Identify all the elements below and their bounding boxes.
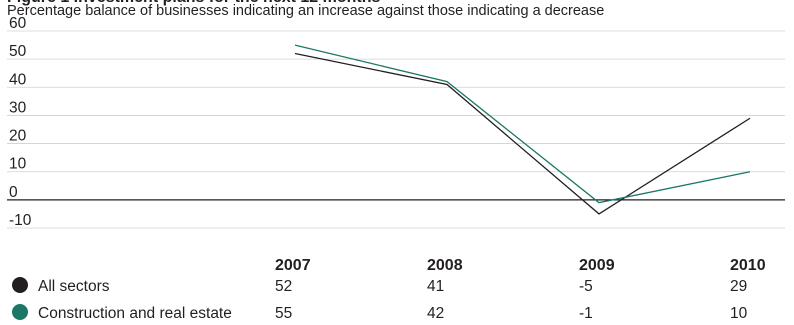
y-tick-label: 0 [9, 184, 18, 201]
series-line-1 [294, 52, 751, 215]
y-tick-label: 40 [9, 71, 27, 88]
table-cell: 29 [730, 278, 747, 295]
year-header: 2009 [579, 257, 615, 274]
y-axis-ticks: 60 50 40 30 20 10 0 -10 [9, 15, 32, 229]
year-header: 2008 [427, 257, 463, 274]
chart-title-cropped: Figure 1 Investment plans for the next 1… [7, 0, 380, 7]
y-tick-label: 60 [9, 15, 27, 32]
series-lines [294, 44, 751, 215]
table-cell: 52 [275, 278, 292, 295]
table-cell: 10 [730, 305, 748, 322]
table-cell: -5 [579, 278, 593, 295]
legend-label-2: Construction and real estate [38, 305, 232, 322]
table-cell: 41 [427, 278, 444, 295]
series-line-2 [294, 44, 751, 204]
legend-marker-1 [12, 277, 28, 293]
y-tick-label: 50 [9, 43, 27, 60]
y-tick-label: 20 [9, 128, 27, 145]
chart-subtitle: Percentage balance of businesses indicat… [7, 3, 605, 19]
legend-label-1: All sectors [38, 278, 110, 295]
table-cell: -1 [579, 305, 593, 322]
table-cell: 55 [275, 305, 292, 322]
gridlines [7, 30, 785, 229]
year-header: 2010 [730, 257, 766, 274]
y-tick-label: 30 [9, 99, 27, 116]
y-tick-label: 10 [9, 156, 27, 173]
y-tick-label: -10 [9, 212, 32, 229]
table-cell: 42 [427, 305, 444, 322]
legend-marker-2 [12, 304, 28, 320]
year-header: 2007 [275, 257, 311, 274]
data-table: 2007 2008 2009 2010 All sectors 52 41 -5 29 Const… [12, 257, 766, 322]
